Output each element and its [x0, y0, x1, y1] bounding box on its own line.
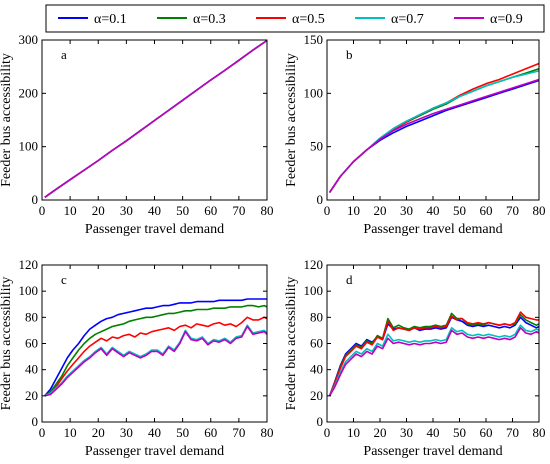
y-tick-label: 80 — [310, 309, 323, 324]
x-tick-label: 30 — [400, 425, 413, 440]
x-tick-label: 50 — [453, 203, 466, 218]
x-tick-label: 70 — [232, 425, 245, 440]
y-tick-label: 0 — [32, 192, 39, 207]
y-tick-label: 100 — [304, 283, 324, 298]
series-line-5 — [328, 326, 540, 397]
y-tick-label: 120 — [304, 257, 324, 272]
x-tick-label: 10 — [347, 425, 360, 440]
panel-letter: d — [346, 272, 353, 287]
legend-label: α=0.1 — [94, 12, 127, 27]
y-tick-label: 200 — [19, 85, 39, 100]
legend-label: α=0.9 — [490, 12, 523, 27]
x-tick-label: 40 — [427, 203, 440, 218]
x-tick-label: 40 — [427, 425, 440, 440]
series-line-4 — [328, 324, 540, 397]
x-tick-label: 0 — [324, 425, 331, 440]
x-axis-label: Passenger travel demand — [363, 222, 502, 237]
x-tick-label: 60 — [204, 425, 217, 440]
x-tick-label: 30 — [400, 203, 413, 218]
series-line-5 — [44, 325, 268, 397]
x-tick-label: 20 — [374, 425, 387, 440]
x-tick-label: 80 — [533, 425, 546, 440]
x-tick-label: 60 — [480, 425, 493, 440]
y-axis-label: Feeder bus accessibility — [0, 277, 14, 411]
x-tick-label: 50 — [453, 425, 466, 440]
series-line-4 — [44, 324, 268, 397]
legend: α=0.1 α=0.3 α=0.5 α=0.7 α=0.9 — [45, 4, 545, 33]
x-tick-label: 50 — [176, 203, 189, 218]
series-line-1 — [44, 298, 267, 397]
x-tick-label: 30 — [120, 425, 133, 440]
x-tick-label: 20 — [374, 203, 387, 218]
y-tick-label: 120 — [19, 257, 39, 272]
x-tick-label: 70 — [506, 203, 519, 218]
y-axis-label: Feeder bus accessibility — [0, 53, 14, 187]
y-tick-label: 60 — [25, 336, 38, 351]
x-tick-label: 0 — [324, 203, 331, 218]
series-line-5 — [328, 78, 540, 193]
x-tick-label: 40 — [148, 425, 161, 440]
panel-letter: a — [61, 47, 67, 62]
legend-label: α=0.5 — [292, 12, 325, 27]
y-tick-label: 80 — [25, 309, 38, 324]
x-tick-label: 0 — [39, 425, 46, 440]
y-tick-label: 50 — [310, 139, 323, 154]
y-tick-label: 150 — [304, 32, 324, 47]
y-tick-label: 300 — [19, 32, 39, 47]
x-tick-label: 60 — [480, 203, 493, 218]
x-tick-label: 80 — [261, 425, 274, 440]
plot-area — [42, 265, 267, 422]
x-tick-label: 20 — [92, 425, 105, 440]
x-axis-label: Passenger travel demand — [85, 222, 224, 237]
panel-letter: c — [61, 272, 67, 287]
x-tick-label: 10 — [64, 203, 77, 218]
y-tick-label: 0 — [32, 414, 39, 429]
series-line-5 — [44, 39, 268, 198]
y-axis-label: Feeder bus accessibility — [284, 53, 299, 187]
y-tick-label: 40 — [310, 362, 323, 377]
y-tick-label: 20 — [25, 388, 38, 403]
y-tick-label: 0 — [317, 192, 324, 207]
x-axis-label: Passenger travel demand — [85, 444, 224, 459]
x-tick-label: 10 — [347, 203, 360, 218]
x-tick-label: 70 — [506, 425, 519, 440]
legend-label: α=0.3 — [193, 12, 226, 27]
y-tick-label: 60 — [310, 336, 323, 351]
panel-a: 0 10 20 30 40 50 60 70 80 0 100 200 300 a Passenger tr… — [0, 32, 274, 237]
series-line-1 — [328, 316, 540, 397]
y-tick-label: 100 — [304, 85, 324, 100]
panel-b: 0 10 20 30 40 50 60 70 80 0 50 100 150 b Passenger tra… — [284, 32, 546, 237]
series-line-3 — [44, 316, 268, 397]
plot-area — [327, 40, 539, 200]
x-tick-label: 80 — [533, 203, 546, 218]
x-tick-label: 20 — [92, 203, 105, 218]
y-tick-label: 40 — [25, 362, 38, 377]
y-tick-label: 20 — [310, 388, 323, 403]
x-axis-label: Passenger travel demand — [363, 444, 502, 459]
legend-label: α=0.7 — [391, 12, 424, 27]
x-tick-label: 60 — [204, 203, 217, 218]
x-tick-label: 50 — [176, 425, 189, 440]
x-tick-label: 80 — [261, 203, 274, 218]
x-tick-label: 40 — [148, 203, 161, 218]
series-line-2 — [44, 304, 268, 397]
x-tick-label: 0 — [39, 203, 46, 218]
panel-d: 0 10 20 30 40 50 60 70 80 0 20 40 60 80 100 120 d Passeng… — [284, 257, 546, 459]
panel-letter: b — [346, 47, 353, 62]
y-tick-label: 100 — [19, 283, 39, 298]
series-line-3 — [328, 311, 539, 397]
x-tick-label: 30 — [120, 203, 133, 218]
x-tick-label: 10 — [64, 425, 77, 440]
y-tick-label: 100 — [19, 139, 39, 154]
panel-c: 0 10 20 30 40 50 60 70 80 0 20 40 60 80 100 120 c Passeng… — [0, 257, 274, 459]
y-axis-label: Feeder bus accessibility — [284, 277, 299, 411]
y-tick-label: 0 — [317, 414, 324, 429]
x-tick-label: 70 — [232, 203, 245, 218]
